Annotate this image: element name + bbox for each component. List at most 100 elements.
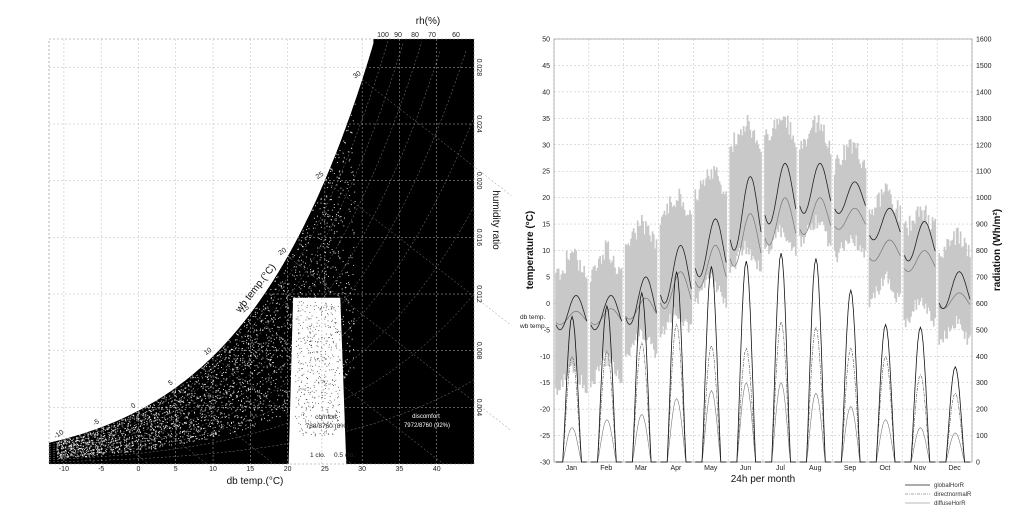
psy-data-point [173,421,174,423]
comfort-point [321,407,323,409]
comfort-point [337,411,338,413]
comfort-point [315,390,317,392]
psy-data-point [252,345,254,347]
comfort-point [317,342,319,343]
psy-data-point [316,273,318,275]
tmp-right-tick-label: 1600 [976,37,992,44]
psy-data-point [102,438,104,440]
comfort-point [312,366,313,367]
psy-data-point [252,377,254,379]
tmp-right-tick-label: 100 [976,433,988,440]
psy-data-point [268,359,270,360]
psy-data-point [331,186,332,188]
psy-data-point [77,450,79,452]
psy-data-point [338,196,340,198]
psy-data-point [238,347,240,349]
psy-data-point [149,405,151,407]
psy-data-point [336,282,337,284]
psy-data-point [73,445,75,447]
psy-data-point [87,433,89,435]
psy-data-point [317,247,319,249]
psy-data-point [137,418,139,420]
comfort-point [316,358,318,359]
psy-data-point [253,353,254,355]
psy-data-point [92,453,94,455]
psy-data-point [175,424,177,426]
comfort-point [337,397,338,399]
psy-data-point [254,409,256,411]
psy-data-point [100,436,102,438]
psy-data-point [234,431,235,433]
psy-data-point [115,431,117,433]
comfort-point [311,344,312,346]
comfort-point [306,387,308,388]
comfort-point [308,392,310,393]
psy-data-point [224,345,226,347]
psy-data-point [124,452,126,454]
psy-data-point [324,289,326,291]
psy-data-point [127,426,129,428]
psy-data-point [205,398,207,400]
psy-data-point [113,451,115,453]
comfort-point [306,327,308,328]
comfort-point [324,431,325,433]
psy-data-point [251,414,253,416]
psy-data-point [96,437,98,439]
psy-data-point [127,451,129,453]
comfort-point [300,325,301,326]
psy-data-point [247,336,249,338]
psy-data-point [210,376,212,378]
psy-data-point [137,434,139,436]
comfort-point [332,319,333,321]
psy-data-point [138,438,140,440]
psy-data-point [169,427,171,429]
comfort-point [325,340,327,342]
psy-data-point [108,425,110,427]
psy-data-point [214,402,216,404]
comfort-point [298,368,300,370]
comfort-point [308,387,309,389]
comfort-point [300,382,302,383]
psy-data-point [205,386,207,388]
comfort-point [338,386,339,388]
psy-data-point [299,264,301,266]
psy-data-point [248,406,250,408]
psy-data-point [244,418,246,420]
psy-data-point [94,432,96,434]
psy-data-point [352,274,354,275]
tmp-xlabel: 24h per month [731,474,796,485]
comfort-point [324,381,326,383]
psy-data-point [154,437,156,439]
tmp-left-tick-label: 30 [542,142,550,149]
tmp-left-tick-label: 35 [542,116,550,123]
psy-data-point [318,276,320,278]
comfort-point [310,356,312,358]
psy-data-point [241,405,243,407]
psy-data-point [241,348,243,350]
psy-data-point [233,354,235,356]
psy-data-point [176,434,178,436]
psy-data-point [121,433,123,435]
psy-data-point [202,404,204,406]
psy-data-point [90,445,92,447]
psy-data-point [234,415,236,417]
comfort-point [333,307,335,308]
psy-data-point [85,456,86,457]
psy-data-point [192,375,194,377]
psy-data-point [90,434,92,436]
comfort-point [299,385,300,387]
tmp-left-tick-label: -10 [540,354,550,361]
psy-data-point [56,447,58,449]
psy-data-point [220,427,222,429]
psy-data-point [127,425,129,427]
psy-data-point [158,434,160,436]
psy-data-point [169,395,171,397]
psy-data-point [172,410,174,412]
psy-data-point [244,322,246,323]
psy-data-point [84,433,86,435]
tmp-right-tick-label: 0 [976,460,980,467]
psy-data-point [110,433,112,435]
psy-data-point [261,393,263,394]
comfort-point [332,380,334,381]
comfort-point [321,346,322,348]
